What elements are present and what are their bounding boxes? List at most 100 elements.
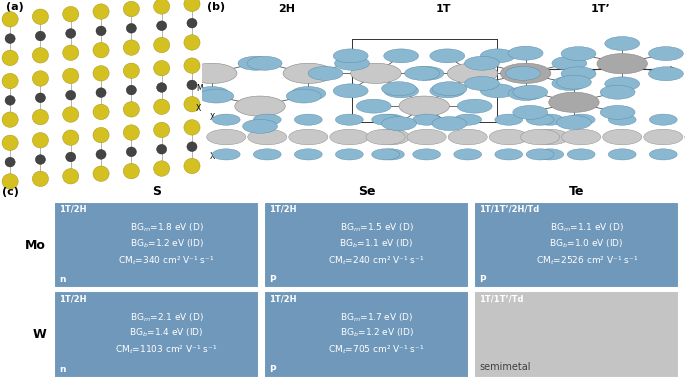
Circle shape bbox=[62, 107, 79, 122]
Text: (c): (c) bbox=[2, 187, 19, 197]
Text: 1T/2H: 1T/2H bbox=[59, 205, 86, 214]
Circle shape bbox=[2, 50, 18, 66]
Circle shape bbox=[549, 92, 599, 112]
Circle shape bbox=[334, 84, 368, 98]
Text: 1T/2H: 1T/2H bbox=[59, 294, 86, 303]
Circle shape bbox=[513, 105, 547, 119]
Circle shape bbox=[32, 71, 49, 86]
Circle shape bbox=[501, 63, 551, 83]
Text: 1T/1T’/Td: 1T/1T’/Td bbox=[479, 294, 523, 303]
Circle shape bbox=[447, 63, 498, 83]
Circle shape bbox=[480, 49, 515, 63]
Circle shape bbox=[567, 114, 595, 125]
Circle shape bbox=[242, 119, 277, 133]
Circle shape bbox=[123, 125, 140, 140]
Circle shape bbox=[123, 163, 140, 179]
Circle shape bbox=[2, 112, 18, 127]
Circle shape bbox=[93, 4, 109, 19]
Circle shape bbox=[123, 102, 140, 117]
Circle shape bbox=[329, 129, 369, 145]
Circle shape bbox=[184, 58, 200, 73]
Circle shape bbox=[521, 129, 560, 145]
Circle shape bbox=[93, 127, 109, 143]
Text: Te: Te bbox=[569, 185, 584, 198]
Text: M: M bbox=[196, 84, 203, 93]
Circle shape bbox=[235, 96, 285, 116]
Circle shape bbox=[187, 80, 197, 90]
Text: 1T/2H: 1T/2H bbox=[269, 205, 297, 214]
Circle shape bbox=[32, 47, 49, 63]
Circle shape bbox=[405, 66, 440, 80]
Circle shape bbox=[508, 46, 543, 60]
Circle shape bbox=[96, 88, 106, 97]
Circle shape bbox=[513, 85, 547, 99]
Circle shape bbox=[556, 115, 591, 129]
Circle shape bbox=[184, 158, 200, 174]
Text: (a): (a) bbox=[6, 2, 24, 12]
Circle shape bbox=[187, 142, 197, 151]
Text: 1T/2H: 1T/2H bbox=[269, 294, 297, 303]
Circle shape bbox=[432, 117, 467, 130]
Circle shape bbox=[605, 37, 640, 51]
Circle shape bbox=[382, 117, 416, 130]
Circle shape bbox=[384, 49, 419, 63]
Circle shape bbox=[157, 21, 166, 30]
Circle shape bbox=[480, 84, 515, 98]
Circle shape bbox=[336, 114, 363, 125]
Circle shape bbox=[253, 114, 281, 125]
Circle shape bbox=[336, 149, 363, 160]
Circle shape bbox=[464, 56, 499, 70]
Circle shape bbox=[126, 147, 136, 157]
Circle shape bbox=[430, 84, 464, 98]
Circle shape bbox=[536, 149, 564, 160]
Circle shape bbox=[62, 68, 79, 84]
Circle shape bbox=[308, 66, 343, 80]
Circle shape bbox=[649, 149, 677, 160]
Circle shape bbox=[238, 56, 273, 70]
Circle shape bbox=[199, 89, 234, 103]
Circle shape bbox=[489, 129, 528, 145]
Circle shape bbox=[334, 56, 369, 70]
Text: P: P bbox=[269, 276, 275, 284]
Circle shape bbox=[649, 47, 684, 61]
Text: P: P bbox=[479, 276, 486, 284]
Circle shape bbox=[96, 149, 106, 159]
Circle shape bbox=[382, 82, 416, 96]
Circle shape bbox=[562, 129, 601, 145]
Circle shape bbox=[567, 149, 595, 160]
Circle shape bbox=[66, 29, 76, 38]
Circle shape bbox=[453, 149, 482, 160]
Circle shape bbox=[184, 35, 200, 50]
Circle shape bbox=[371, 129, 410, 145]
Circle shape bbox=[649, 114, 677, 125]
Circle shape bbox=[2, 73, 18, 89]
Circle shape bbox=[506, 66, 540, 80]
Circle shape bbox=[62, 45, 79, 61]
Circle shape bbox=[291, 86, 326, 100]
Circle shape bbox=[212, 149, 240, 160]
Circle shape bbox=[5, 96, 15, 105]
Circle shape bbox=[295, 114, 322, 125]
Circle shape bbox=[409, 66, 444, 80]
Circle shape bbox=[207, 129, 246, 145]
Circle shape bbox=[36, 93, 45, 103]
Text: BG$_b$=1.4 eV (ID): BG$_b$=1.4 eV (ID) bbox=[129, 327, 204, 339]
Circle shape bbox=[157, 83, 166, 92]
Circle shape bbox=[600, 85, 635, 99]
Circle shape bbox=[186, 63, 237, 83]
Text: BG$_m$=1.8 eV (D): BG$_m$=1.8 eV (D) bbox=[129, 222, 203, 234]
Circle shape bbox=[453, 114, 482, 125]
Circle shape bbox=[366, 129, 405, 145]
Circle shape bbox=[464, 76, 499, 90]
Circle shape bbox=[399, 96, 449, 116]
Circle shape bbox=[605, 77, 640, 91]
Circle shape bbox=[597, 54, 647, 74]
Text: Se: Se bbox=[358, 185, 375, 198]
Circle shape bbox=[608, 149, 636, 160]
Circle shape bbox=[126, 24, 136, 33]
Circle shape bbox=[377, 149, 404, 160]
Circle shape bbox=[153, 37, 170, 53]
Circle shape bbox=[286, 89, 321, 103]
Text: P: P bbox=[269, 365, 275, 374]
Circle shape bbox=[253, 149, 281, 160]
